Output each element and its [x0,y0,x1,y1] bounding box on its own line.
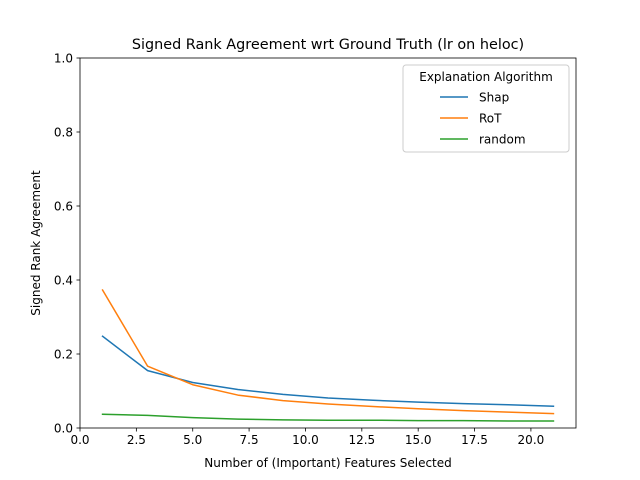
y-tick-label: 0.0 [54,422,73,436]
x-tick-label: 10.0 [292,433,319,447]
y-tick-label: 0.8 [54,126,73,140]
y-axis: 0.0 0.2 0.4 0.6 0.8 1.0 [54,52,80,436]
x-axis: 0.0 2.5 5.0 7.5 10.0 12.5 15.0 17.5 20.0 [70,428,544,447]
x-axis-label: Number of (Important) Features Selected [204,456,452,470]
x-tick-label: 15.0 [405,433,432,447]
x-tick-label: 2.5 [127,433,146,447]
y-tick-label: 0.2 [54,348,73,362]
legend-label-shap: Shap [479,91,509,105]
series-line-rot [101,288,555,415]
x-tick-label: 5.0 [183,433,202,447]
x-tick-label: 12.5 [348,433,375,447]
y-tick-label: 0.6 [54,200,73,214]
x-tick-label: 20.0 [518,433,545,447]
plot-frame [79,57,577,429]
y-tick-label: 1.0 [54,52,73,66]
legend-label-rot: RoT [479,112,502,126]
x-tick-label: 17.5 [461,433,488,447]
legend-entries: Shap RoT random [440,91,526,147]
x-tick-label: 7.5 [240,433,259,447]
series-line-random [101,413,555,422]
x-tick-label: 0.0 [70,433,89,447]
y-tick-label: 0.4 [54,274,73,288]
series-layer [101,288,555,422]
legend-box [402,64,570,153]
y-axis-label: Signed Rank Agreement [29,170,43,316]
chart-title: Signed Rank Agreement wrt Ground Truth (… [132,37,524,53]
legend: Explanation Algorithm Shap RoT random [402,64,570,153]
plot-area [79,57,577,429]
legend-label-random: random [479,133,526,147]
legend-title: Explanation Algorithm [419,70,553,84]
